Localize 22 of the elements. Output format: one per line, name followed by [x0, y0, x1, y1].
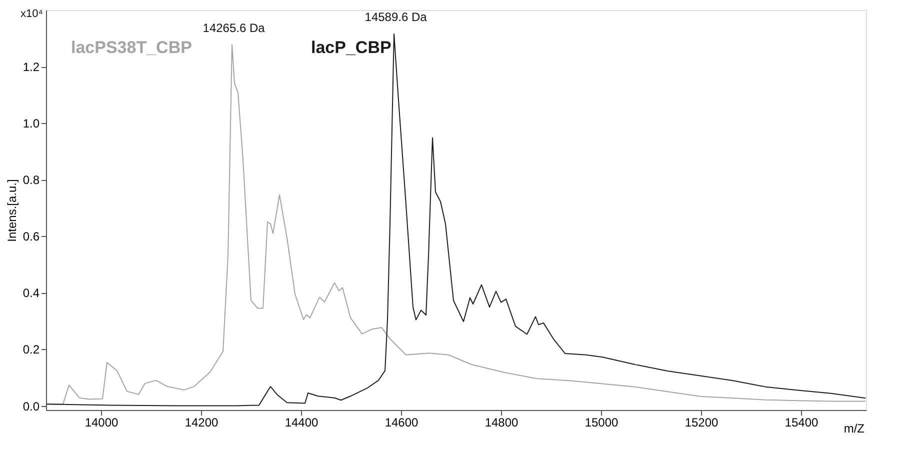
text: x10⁴: [20, 8, 44, 20]
x-tick-label: 14800: [484, 416, 519, 430]
y-tick-label: 0.6: [22, 230, 40, 244]
y-tick-label: 1.0: [22, 116, 40, 131]
annotation: 14265.6 Da: [202, 20, 266, 35]
x-tick-label: 14600: [384, 416, 419, 430]
y-tick-label: 0.0: [22, 399, 40, 414]
y-tick-label: 1.2: [22, 60, 40, 74]
y-axis-title: Intens.[a.u.]: [4, 179, 19, 242]
text: lacPS38T_CBP: [71, 38, 192, 57]
x-tick-label: 15000: [584, 416, 619, 430]
x-axis-title: m/Z: [844, 422, 864, 436]
x-tick-label: 15200: [684, 416, 719, 430]
x-tick-label: 14400: [284, 416, 319, 430]
x-tick-label: 15400: [784, 416, 819, 430]
series-label: lacP_CBP: [311, 38, 392, 57]
annotation: 14589.6 Da: [364, 10, 428, 24]
y-tick-label: 0.2: [22, 342, 40, 357]
x-tick-label: 14000: [84, 416, 119, 430]
y-tick-label: 0.4: [22, 286, 40, 300]
x-tick-label: 14200: [184, 416, 219, 430]
y-tick-label: 0.8: [22, 173, 40, 188]
